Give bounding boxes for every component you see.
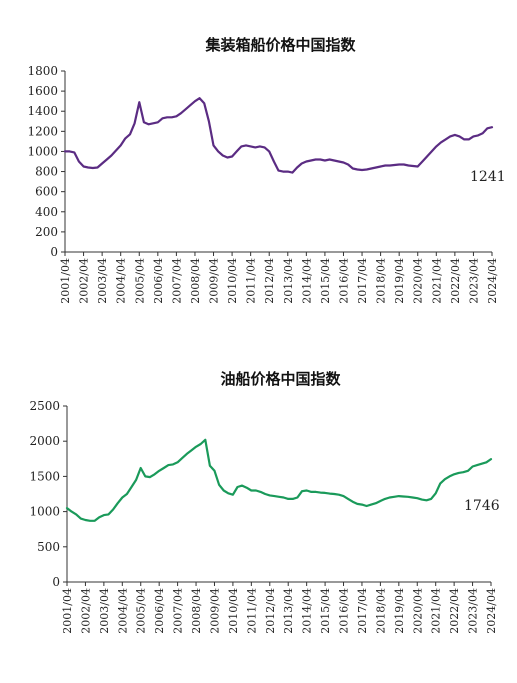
y-tick-label: 500 <box>37 540 60 554</box>
y-tick-label: 400 <box>35 205 58 219</box>
y-tick-label: 2500 <box>29 399 60 413</box>
chart-canvas: 0 200 400 600 800 1000 1200 1400 1600 1800 2001/04… <box>27 64 506 304</box>
x-tick-label: 2005/04 <box>135 588 148 634</box>
x-tick-label: 2007/04 <box>172 588 185 634</box>
x-tick-label: 2003/04 <box>96 258 109 304</box>
x-tick-label: 2004/04 <box>115 258 128 304</box>
x-tick-label: 2005/04 <box>133 258 146 304</box>
x-tick-label: 2013/04 <box>282 588 295 634</box>
x-tick-label: 2019/04 <box>393 588 406 634</box>
x-tick-label: 2015/04 <box>319 588 332 634</box>
x-tick-label: 2018/04 <box>374 588 387 634</box>
x-tick-label: 2014/04 <box>301 588 314 634</box>
x-tick-label: 2010/04 <box>226 258 239 304</box>
x-tick-label: 2008/04 <box>189 258 202 304</box>
x-tick-label: 2012/04 <box>263 258 276 304</box>
x-tick-label: 2024/04 <box>486 258 499 304</box>
chart-canvas: 0 500 1000 1500 2000 2500 2001/04 2002/04 2003/0… <box>29 399 500 634</box>
x-tick-label: 2008/04 <box>190 588 203 634</box>
x-tick-label: 2002/04 <box>79 588 92 634</box>
chart-title: 集装箱船价格中国指数 <box>205 36 356 54</box>
x-tick-label: 2001/04 <box>59 258 72 304</box>
x-tick-label: 2012/04 <box>264 588 277 634</box>
x-tick-label: 2006/04 <box>152 258 165 304</box>
x-tick-label: 2020/04 <box>411 588 424 634</box>
x-tick-label: 2015/04 <box>319 258 332 304</box>
x-tick-label: 2016/04 <box>338 588 351 634</box>
y-tick-label: 0 <box>52 575 60 589</box>
x-tick-label: 2020/04 <box>412 258 425 304</box>
y-tick-label: 1000 <box>29 505 60 519</box>
end-value-label: 1241 <box>470 169 506 185</box>
x-tick-label: 2004/04 <box>116 588 129 634</box>
y-tick-label: 200 <box>35 225 58 239</box>
x-tick-label: 2009/04 <box>208 258 221 304</box>
x-tick-label: 2013/04 <box>282 258 295 304</box>
x-tick-label: 2023/04 <box>467 258 480 304</box>
series-line <box>63 97 494 174</box>
x-tick-label: 2021/04 <box>430 258 443 304</box>
x-tick-label: 2017/04 <box>356 258 369 304</box>
x-tick-label: 2024/04 <box>485 588 498 634</box>
x-tick-label: 2002/04 <box>78 258 91 304</box>
y-tick-label: 1200 <box>27 124 58 138</box>
x-tick-label: 2010/04 <box>227 588 240 634</box>
x-tick-label: 2011/04 <box>245 588 258 634</box>
x-tick-label: 2011/04 <box>245 258 258 304</box>
y-tick-label: 600 <box>35 185 58 199</box>
chart-title: 油船价格中国指数 <box>220 370 341 388</box>
container-index-chart: 集装箱船价格中国指数 0 200 400 600 800 1000 1200 1400 1600… <box>0 0 517 330</box>
y-tick-label: 1400 <box>27 104 58 118</box>
y-tick-label: 0 <box>50 245 58 259</box>
tanker-index-chart: 油船价格中国指数 0 500 1000 1500 2000 2500 2001/04 2002… <box>0 345 517 683</box>
series-line <box>65 438 493 522</box>
x-tick-label: 2006/04 <box>153 588 166 634</box>
x-tick-label: 2018/04 <box>375 258 388 304</box>
x-tick-label: 2022/04 <box>449 258 462 304</box>
x-tick-label: 2014/04 <box>300 258 313 304</box>
y-tick-label: 1000 <box>27 144 58 158</box>
y-tick-label: 2000 <box>29 434 60 448</box>
x-tick-label: 2021/04 <box>430 588 443 634</box>
y-tick-label: 1500 <box>29 469 60 483</box>
end-value-label: 1746 <box>464 498 500 514</box>
y-tick-label: 800 <box>35 165 58 179</box>
x-tick-label: 2022/04 <box>448 588 461 634</box>
x-tick-label: 2019/04 <box>393 258 406 304</box>
x-tick-label: 2023/04 <box>467 588 480 634</box>
y-tick-label: 1600 <box>27 84 58 98</box>
x-tick-label: 2017/04 <box>356 588 369 634</box>
x-tick-label: 2001/04 <box>61 588 74 634</box>
x-tick-label: 2016/04 <box>337 258 350 304</box>
x-tick-label: 2009/04 <box>208 588 221 634</box>
y-tick-label: 1800 <box>27 64 58 78</box>
x-tick-label: 2007/04 <box>170 258 183 304</box>
x-tick-label: 2003/04 <box>98 588 111 634</box>
